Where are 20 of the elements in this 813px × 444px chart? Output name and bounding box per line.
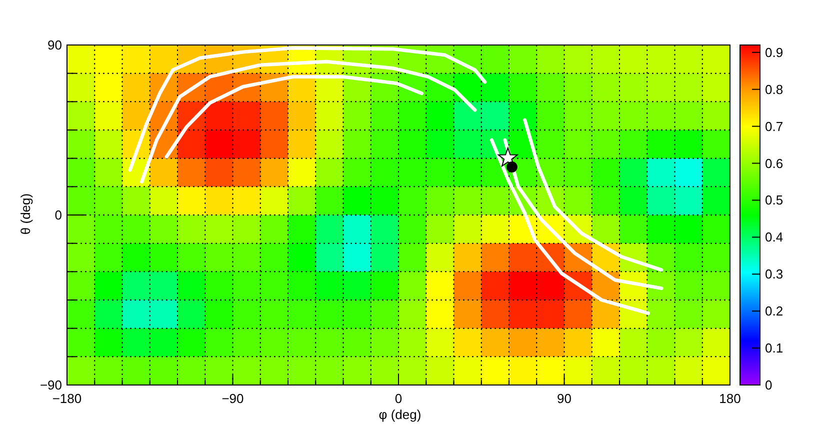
x-tick-label: 180 [719,391,741,406]
color-bar-label: 0.7 [765,118,784,134]
x-tick-label: 0 [394,391,402,406]
x-tick-label: −90 [222,391,244,406]
y-tick-label: 90 [48,38,62,52]
y-tick-label: −90 [40,378,62,392]
color-bar-label: 0.2 [765,304,784,319]
x-tick-label: 90 [557,391,572,406]
color-bar-label: 0.5 [765,192,784,208]
color-bar-label: 0 [765,378,772,392]
color-bar-label: 0.6 [765,156,784,171]
color-bar-label: 0.1 [765,340,784,356]
y-axis-title: θ (deg) [18,193,33,235]
x-axis-title: φ (deg) [378,407,422,422]
color-bar-label: 0.4 [765,230,784,245]
color-bar-label: 0.8 [765,82,784,97]
y-tick-label: 0 [54,208,62,222]
x-tick-label: −180 [52,391,82,406]
color-bar-label: 0.3 [765,266,784,282]
color-bar-label: 0.9 [765,44,784,60]
